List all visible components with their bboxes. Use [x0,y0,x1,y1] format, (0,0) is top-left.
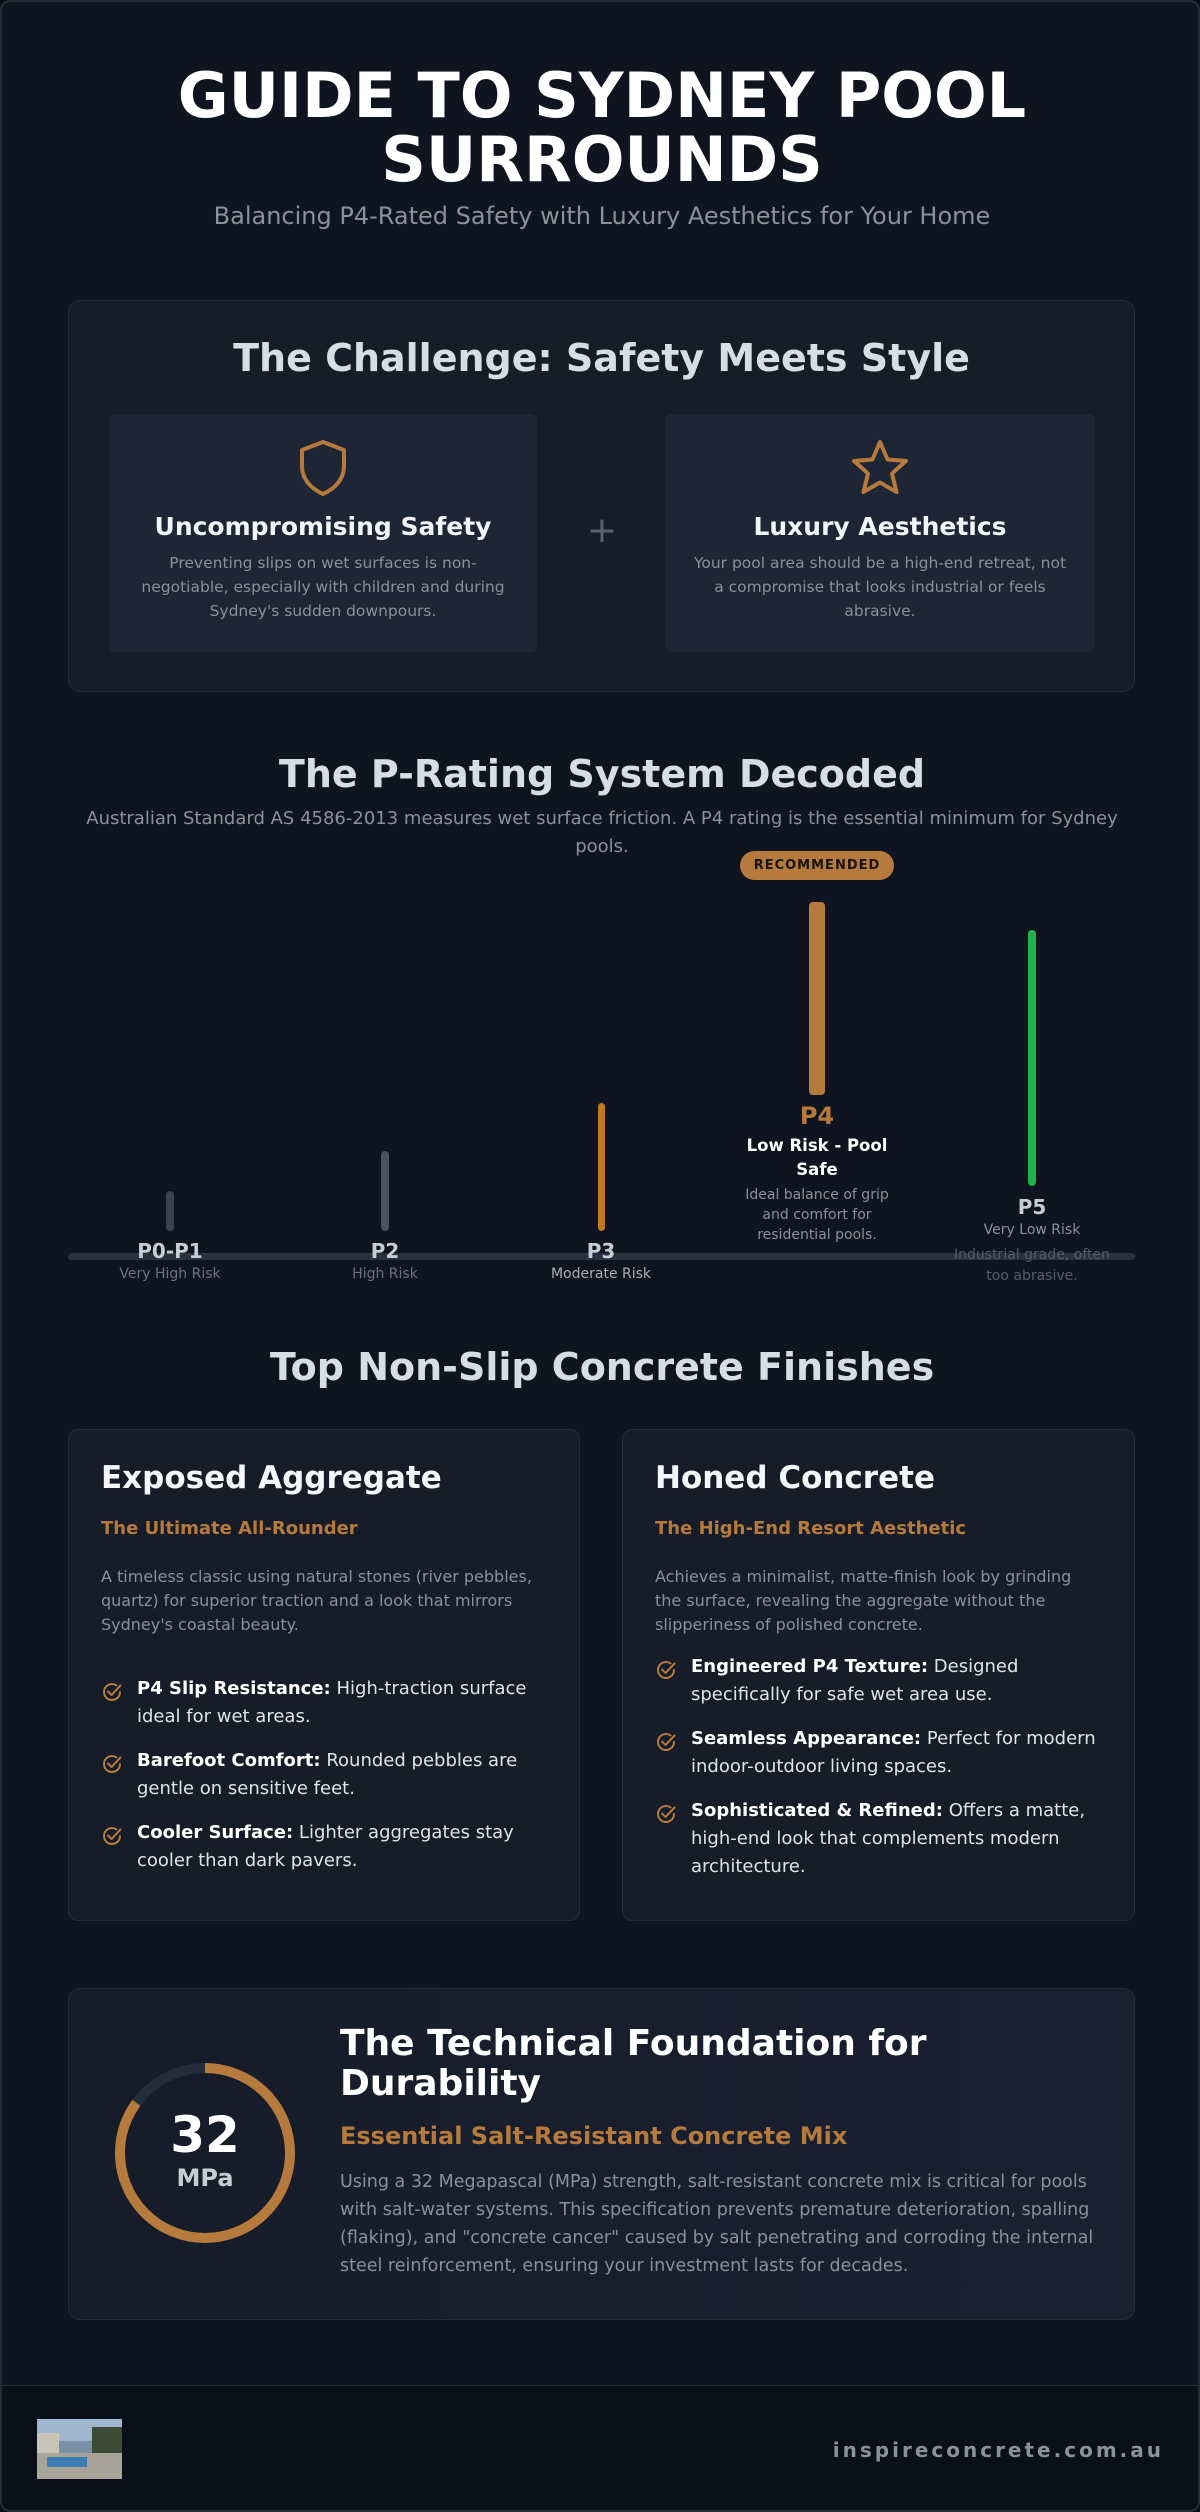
feature: Barefoot Comfort: Rounded pebbles are ge… [101,1747,547,1803]
feature: Cooler Surface: Lighter aggregates stay … [101,1819,547,1875]
feature: P4 Slip Resistance: High-traction surfac… [101,1675,547,1731]
challenge-card: Uncompromising Safety Preventing slips o… [109,414,537,652]
check-circle [103,1755,121,1773]
finish-card: Honed Concrete The High-End Resort Aesth… [622,1429,1135,1921]
p-rating-title: The P-Rating System Decoded [278,752,926,796]
check-icon [657,1661,676,1679]
level-bar [166,1191,174,1231]
level-bar [1028,930,1036,1186]
connector: + [586,510,618,551]
technical-title: The Technical Foundation for Durability [340,2023,927,2104]
footer-thumbnail [37,2419,122,2479]
finish-description: A timeless classic using natural stones … [101,1567,532,1634]
feature-description: Perfect for modern indoor-outdoor living… [691,1728,1096,1777]
technical-panel [68,1988,1135,2320]
shield-icon [300,440,346,496]
feature-label: Sophisticated & Refined: [691,1800,943,1821]
feature-text: Cooler Surface: Lighter aggregates stay … [137,1819,547,1875]
level-risk: Very Low Risk [983,1222,1081,1238]
feature-text: P4 Slip Resistance: High-traction surfac… [137,1675,547,1731]
recommended-badge: RECOMMENDED [740,851,894,880]
page-subtitle: Balancing P4-Rated Safety with Luxury Ae… [213,202,991,230]
strength-value: 32 [170,2106,240,2164]
check-mark [661,1806,676,1818]
check-icon [103,1827,122,1845]
ring-progress [115,2063,295,2243]
feature-label: Seamless Appearance: [691,1728,922,1749]
finish-title: Honed Concrete [655,1460,935,1496]
feature-label: Cooler Surface: [137,1822,294,1843]
challenge-card: Luxury Aesthetics Your pool area should … [665,414,1095,652]
finish-title: Exposed Aggregate [101,1460,442,1496]
finish-description: Achieves a minimalist, matte-finish look… [655,1567,1072,1634]
strength-ring [115,2063,295,2243]
feature: Seamless Appearance: Perfect for modern … [655,1725,1102,1781]
p-rating-description: Australian Standard AS 4586-2013 measure… [86,808,1118,857]
feature-text: Seamless Appearance: Perfect for modern … [691,1725,1102,1781]
feature-text: Barefoot Comfort: Rounded pebbles are ge… [137,1747,547,1803]
check-icon [657,1805,676,1823]
check-mark [661,1734,676,1746]
feature-description: Offers a matte, high-end look that compl… [691,1800,1086,1877]
level-label: P4 [799,1102,835,1130]
technical-subtitle: Essential Salt-Resistant Concrete Mix [340,2122,848,2150]
challenge-title: The Challenge: Safety Meets Style [233,336,970,380]
level-risk: Moderate Risk [550,1266,652,1282]
finishes-title: Top Non-Slip Concrete Finishes [269,1345,935,1389]
technical-text: Using a 32 Megapascal (MPa) strength, sa… [340,2172,1094,2276]
finish-subtitle: The High-End Resort Aesthetic [655,1518,967,1539]
level-risk: Low Risk - Pool Safe [746,1136,888,1179]
card-text: Preventing slips on wet surfaces is non-… [141,554,505,620]
level-label: P5 [1017,1195,1047,1219]
check-mark [661,1662,676,1674]
card-title: Luxury Aesthetics [753,512,1007,541]
finish-card: Exposed Aggregate The Ultimate All-Round… [68,1429,580,1921]
check-mark [107,1828,122,1840]
check-circle [657,1805,675,1823]
feature-label: P4 Slip Resistance: [137,1678,331,1699]
check-mark [107,1756,122,1768]
level-risk: Very High Risk [119,1266,221,1282]
footer-site: inspireconcrete.com.au [832,2438,1164,2462]
star-icon [852,440,908,494]
feature-description: Rounded pebbles are gentle on sensitive … [137,1750,518,1799]
level-bar [598,1103,605,1231]
page-title: GUIDE TO SYDNEY POOL SURROUNDS [177,59,1027,196]
level-label: P0-P1 [137,1239,203,1263]
level-risk: High Risk [352,1266,418,1282]
card-title: Uncompromising Safety [154,512,492,541]
check-circle [657,1661,675,1679]
footer [2,2385,1198,2510]
feature-description: Lighter aggregates stay cooler than dark… [137,1822,514,1871]
card-text: Your pool area should be a high-end retr… [693,554,1067,620]
check-icon [103,1755,122,1773]
scale-track [68,1253,1135,1260]
feature-description: Designed specifically for safe wet area … [691,1656,1019,1705]
feature: Engineered P4 Texture: Designed specific… [655,1653,1102,1709]
check-icon [103,1683,122,1701]
level-label: P2 [370,1239,400,1263]
check-icon [657,1733,676,1751]
level-bar [381,1151,389,1231]
feature: Sophisticated & Refined: Offers a matte,… [655,1797,1102,1881]
check-circle [103,1683,121,1701]
check-circle [103,1827,121,1845]
check-mark [107,1684,122,1696]
feature-label: Barefoot Comfort: [137,1750,321,1771]
level-bar [809,902,825,1095]
feature-text: Sophisticated & Refined: Offers a matte,… [691,1797,1102,1881]
level-label: P3 [586,1239,616,1263]
level-note: Ideal balance of grip and comfort for re… [745,1187,889,1243]
feature-description: High-traction surface ideal for wet area… [137,1678,527,1727]
strength-unit: MPa [176,2164,234,2192]
check-circle [657,1733,675,1751]
feature-label: Engineered P4 Texture: [691,1656,929,1677]
feature-text: Engineered P4 Texture: Designed specific… [691,1653,1102,1709]
level-note: Industrial grade, often too abrasive. [954,1247,1110,1284]
finish-subtitle: The Ultimate All-Rounder [101,1518,358,1539]
